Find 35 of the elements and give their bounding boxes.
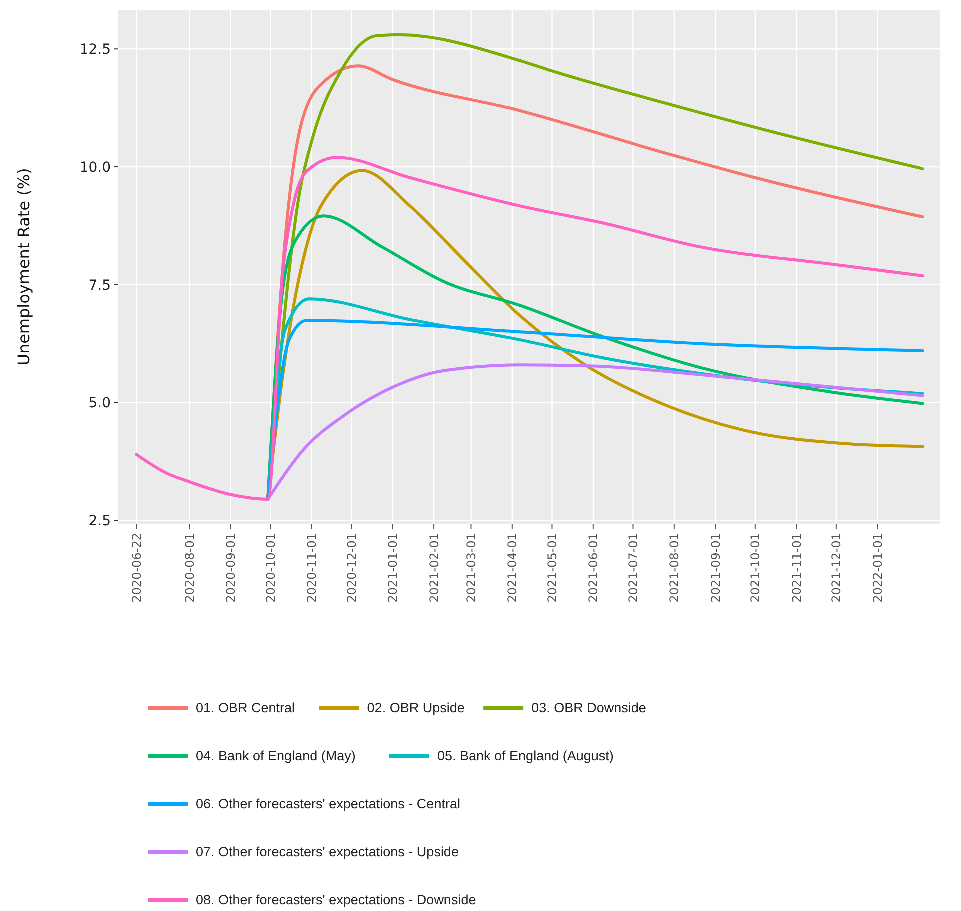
y-tick-label: 12.5 (80, 42, 111, 58)
x-tick-label: 2021-02-01 (427, 533, 442, 603)
x-tick-label: 2021-01-01 (386, 533, 400, 603)
x-tick-label: 2021-08-01 (668, 533, 682, 603)
legend-label: 07. Other forecasters' expectations - Upside (196, 844, 459, 860)
legend-label: 01. OBR Central (196, 700, 296, 716)
legend-label: 05. Bank of England (August) (438, 748, 614, 764)
y-tick-label: 5.0 (88, 396, 111, 412)
x-tick-label: 2021-07-01 (626, 533, 640, 603)
x-tick-label: 2022-01-01 (870, 533, 885, 603)
x-tick-label: 2021-04-01 (506, 533, 520, 603)
line-series (135, 156, 924, 501)
legend-label: 03. OBR Downside (532, 700, 646, 716)
x-tick-label: 2021-06-01 (586, 533, 601, 603)
y-tick-label: 7.5 (88, 278, 111, 294)
x-tick-label: 2021-05-01 (545, 533, 560, 603)
y-axis-title: Unemployment Rate (%) (14, 168, 34, 366)
line-series (266, 364, 924, 501)
legend-label: 06. Other forecasters' expectations - Central (196, 796, 460, 812)
x-tick-label: 2020-11-01 (305, 533, 320, 603)
x-tick-label: 2021-09-01 (708, 533, 723, 603)
x-tick-label: 2020-08-01 (182, 533, 197, 603)
y-tick-label: 10.0 (80, 160, 111, 176)
x-tick-label: 2020-06-22 (130, 533, 144, 603)
x-tick-label: 2021-03-01 (464, 533, 478, 603)
y-tick-label: 2.5 (88, 514, 111, 530)
legend-label: 08. Other forecasters' expectations - Downside (196, 892, 476, 908)
x-tick-label: 2020-09-01 (224, 533, 238, 603)
x-tick-label: 2021-10-01 (748, 533, 763, 603)
legend-label: 04. Bank of England (May) (196, 748, 356, 764)
x-tick-label: 2020-12-01 (344, 533, 359, 603)
x-tick-label: 2021-12-01 (830, 533, 844, 603)
legend-label: 02. OBR Upside (367, 700, 465, 716)
x-tick-label: 2020-10-01 (264, 533, 278, 603)
x-tick-label: 2021-11-01 (790, 533, 804, 603)
